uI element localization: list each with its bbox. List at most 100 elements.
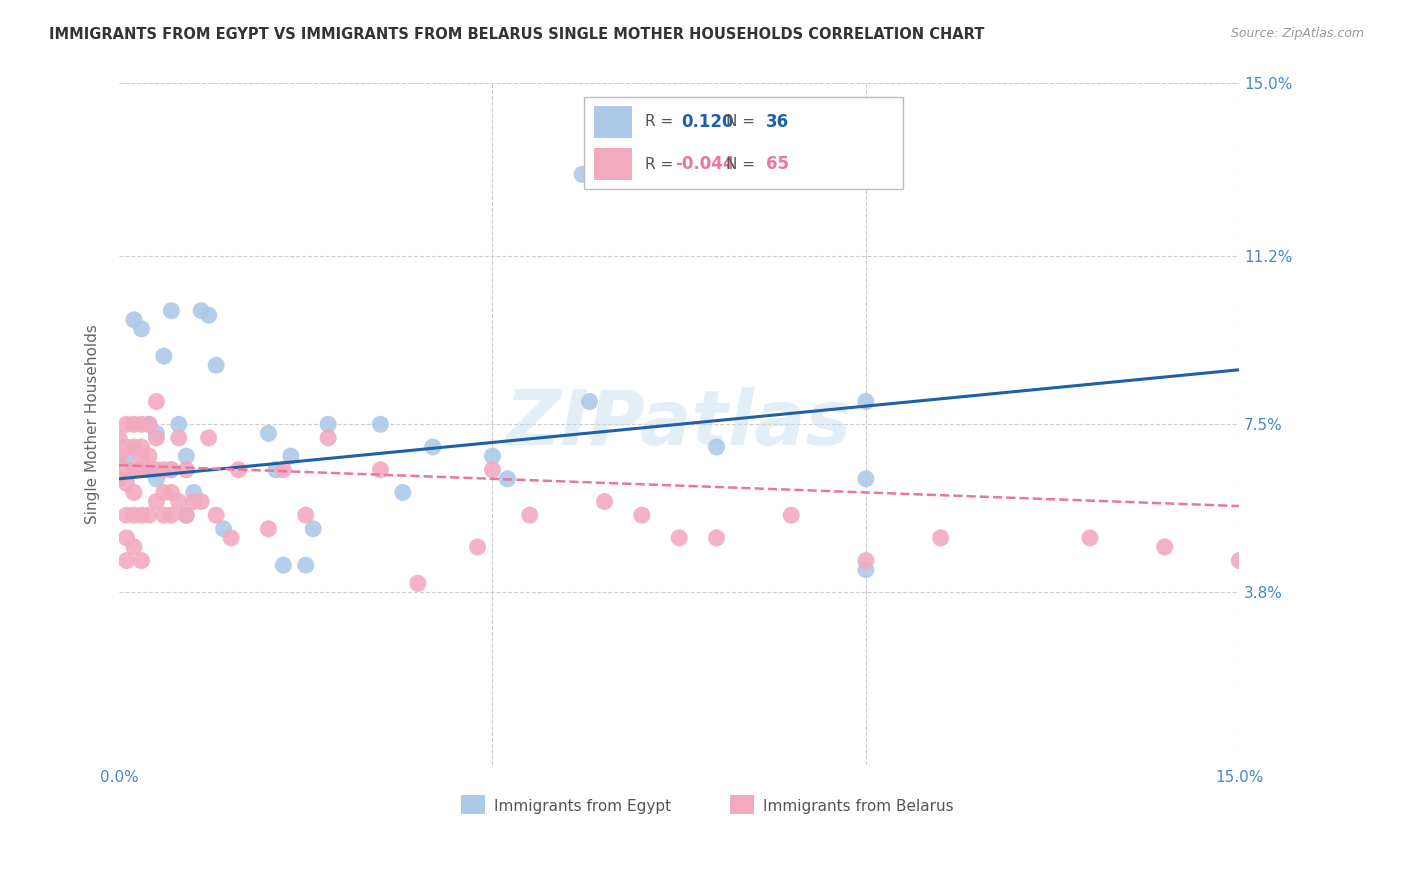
Point: [174, 463, 197, 477]
Point: [1227, 553, 1250, 567]
Text: N =: N =: [725, 157, 755, 172]
Point: [855, 563, 877, 577]
Point: [145, 494, 167, 508]
Point: [855, 472, 877, 486]
Point: [160, 463, 183, 477]
Point: [115, 417, 138, 432]
Text: -0.044: -0.044: [675, 155, 734, 173]
Point: [668, 531, 690, 545]
Point: [145, 431, 167, 445]
Point: [481, 449, 503, 463]
Point: [167, 417, 190, 432]
Point: [122, 485, 145, 500]
Point: [183, 494, 205, 508]
Point: [145, 394, 167, 409]
Point: [273, 463, 295, 477]
Point: [145, 426, 167, 441]
Point: [174, 508, 197, 523]
Point: [138, 417, 160, 432]
Point: [370, 417, 392, 432]
Point: [131, 322, 153, 336]
Text: 0.120: 0.120: [682, 113, 734, 131]
Text: IMMIGRANTS FROM EGYPT VS IMMIGRANTS FROM BELARUS SINGLE MOTHER HOUSEHOLDS CORREL: IMMIGRANTS FROM EGYPT VS IMMIGRANTS FROM…: [49, 27, 984, 42]
Text: 65: 65: [766, 155, 789, 173]
Point: [138, 463, 160, 477]
Point: [280, 449, 302, 463]
Point: [316, 431, 339, 445]
Point: [131, 553, 153, 567]
Text: Immigrants from Egypt: Immigrants from Egypt: [495, 798, 672, 814]
Point: [183, 485, 205, 500]
Point: [145, 472, 167, 486]
Point: [855, 553, 877, 567]
Point: [160, 508, 183, 523]
Point: [205, 358, 228, 372]
Point: [219, 531, 242, 545]
Point: [294, 508, 316, 523]
Point: [197, 431, 219, 445]
Point: [496, 472, 519, 486]
Point: [264, 463, 287, 477]
Point: [122, 540, 145, 554]
Point: [131, 417, 153, 432]
Point: [481, 463, 503, 477]
Point: [122, 463, 145, 477]
Point: [167, 494, 190, 508]
Text: Immigrants from Belarus: Immigrants from Belarus: [763, 798, 953, 814]
Point: [108, 431, 131, 445]
Point: [160, 485, 183, 500]
Point: [138, 508, 160, 523]
FancyBboxPatch shape: [730, 795, 754, 814]
Point: [122, 417, 145, 432]
Point: [1078, 531, 1101, 545]
Point: [706, 440, 728, 454]
Point: [138, 463, 160, 477]
Point: [257, 522, 280, 536]
Point: [302, 522, 325, 536]
Point: [131, 463, 153, 477]
Point: [190, 303, 212, 318]
Point: [780, 508, 803, 523]
Point: [145, 463, 167, 477]
Point: [578, 394, 600, 409]
Point: [631, 508, 654, 523]
FancyBboxPatch shape: [583, 97, 903, 189]
Point: [122, 508, 145, 523]
Point: [153, 485, 176, 500]
Point: [160, 303, 183, 318]
Point: [115, 531, 138, 545]
Point: [122, 440, 145, 454]
Point: [122, 312, 145, 326]
Point: [115, 553, 138, 567]
Point: [205, 508, 228, 523]
Point: [228, 463, 250, 477]
Point: [593, 494, 616, 508]
Point: [1153, 540, 1175, 554]
Point: [212, 522, 235, 536]
Point: [422, 440, 444, 454]
Point: [115, 449, 138, 463]
Text: R =: R =: [644, 114, 673, 129]
Text: 36: 36: [766, 113, 789, 131]
Point: [406, 576, 429, 591]
Point: [519, 508, 541, 523]
Point: [174, 449, 197, 463]
Point: [115, 476, 138, 491]
Point: [316, 417, 339, 432]
FancyBboxPatch shape: [593, 148, 631, 180]
Point: [167, 431, 190, 445]
Point: [115, 440, 138, 454]
Point: [197, 308, 219, 322]
Point: [115, 463, 138, 477]
Point: [929, 531, 952, 545]
Point: [190, 494, 212, 508]
Text: R =: R =: [644, 157, 673, 172]
FancyBboxPatch shape: [461, 795, 485, 814]
Point: [108, 472, 131, 486]
Point: [138, 449, 160, 463]
Point: [571, 167, 593, 181]
Point: [108, 449, 131, 463]
Point: [294, 558, 316, 573]
Point: [467, 540, 489, 554]
Text: Source: ZipAtlas.com: Source: ZipAtlas.com: [1230, 27, 1364, 40]
